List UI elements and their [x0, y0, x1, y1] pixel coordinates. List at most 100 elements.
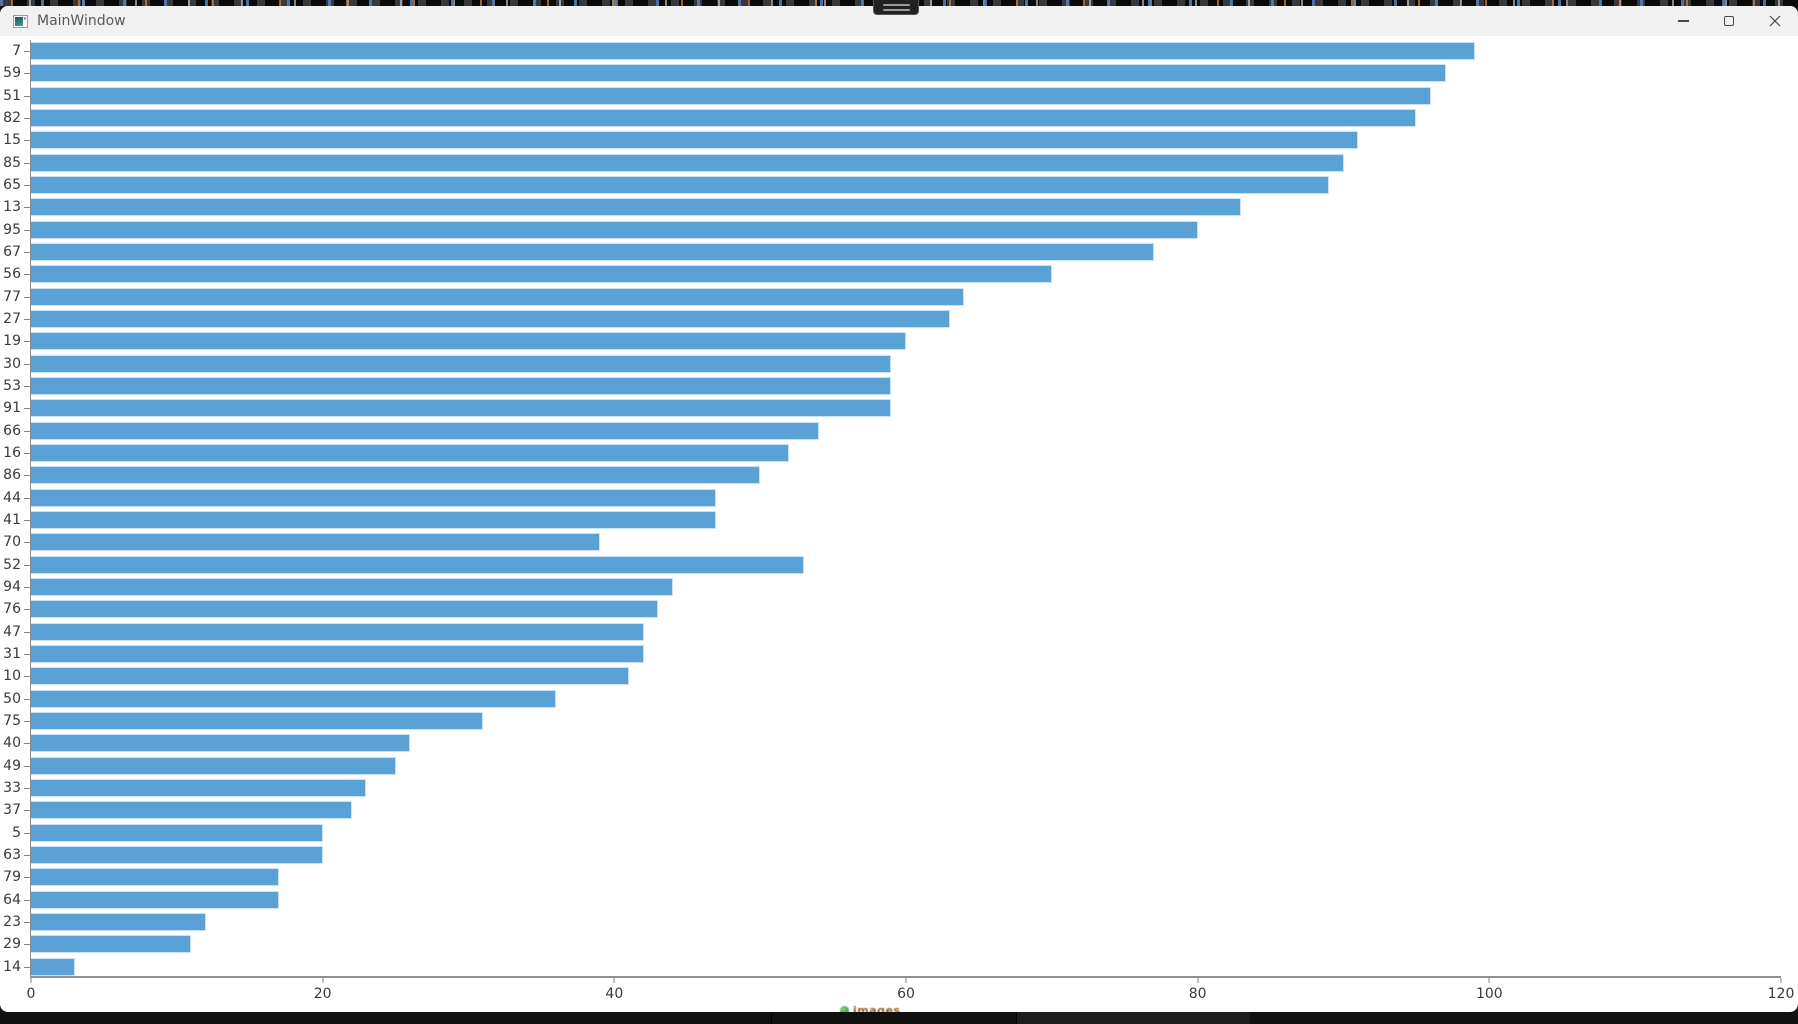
- x-tick-label: 100: [1475, 986, 1503, 1002]
- bar: [31, 712, 484, 731]
- y-tick-label: 41: [3, 512, 21, 529]
- bar: [31, 64, 1446, 83]
- bar-row: 79: [3, 866, 1781, 888]
- bar: [31, 354, 892, 373]
- y-tick-label: 33: [3, 780, 21, 797]
- x-tick-label: 20: [313, 986, 332, 1002]
- y-tick-mark: [24, 855, 30, 857]
- bar: [31, 645, 644, 664]
- bar-row: 66: [3, 420, 1781, 442]
- y-tick-label: 65: [3, 177, 21, 194]
- y-tick-mark: [24, 363, 30, 365]
- x-tick-mark: [905, 978, 907, 983]
- y-tick-mark: [24, 118, 30, 120]
- bar: [31, 533, 600, 552]
- bar: [31, 287, 965, 306]
- bar-row: 63: [3, 844, 1781, 866]
- bar-row: 23: [3, 911, 1781, 933]
- bar-row: 75: [3, 710, 1781, 732]
- y-tick-label: 50: [3, 690, 21, 707]
- y-tick-label: 77: [3, 288, 21, 305]
- minimize-button[interactable]: [1660, 6, 1706, 36]
- y-tick-mark: [24, 185, 30, 187]
- window-title: MainWindow: [37, 13, 126, 29]
- y-tick-label: 23: [3, 914, 21, 931]
- y-tick-label: 56: [3, 266, 21, 283]
- y-tick-mark: [24, 274, 30, 276]
- y-tick-mark: [24, 810, 30, 812]
- app-window-icon: [13, 14, 28, 28]
- bar-row: 49: [3, 755, 1781, 777]
- y-tick-label: 86: [3, 467, 21, 484]
- bar-row: 37: [3, 799, 1781, 821]
- bar-row: 40: [3, 732, 1781, 754]
- y-tick-label: 67: [3, 244, 21, 261]
- screen-share-grip[interactable]: [873, 0, 919, 15]
- bar: [31, 198, 1242, 217]
- bar: [31, 243, 1154, 262]
- y-tick-mark: [24, 631, 30, 633]
- grip-line-icon: [882, 3, 910, 6]
- bar-row: 85: [3, 152, 1781, 174]
- y-tick-label: 15: [3, 132, 21, 149]
- maximize-button[interactable]: [1706, 6, 1752, 36]
- bar-row: 33: [3, 777, 1781, 799]
- bar: [31, 935, 192, 954]
- bar-row: 30: [3, 353, 1781, 375]
- y-tick-mark: [24, 877, 30, 879]
- y-tick-mark: [24, 944, 30, 946]
- bar: [31, 890, 279, 909]
- y-tick-mark: [24, 922, 30, 924]
- x-tick-mark: [30, 978, 32, 983]
- y-tick-mark: [24, 765, 30, 767]
- bar: [31, 511, 717, 530]
- y-tick-label: 82: [3, 110, 21, 127]
- bar: [31, 153, 1344, 172]
- bar: [31, 555, 804, 574]
- bar-row: 47: [3, 621, 1781, 643]
- y-tick-mark: [24, 966, 30, 968]
- y-tick-mark: [24, 475, 30, 477]
- x-tick-label: 120: [1767, 986, 1795, 1002]
- x-tick-mark: [1780, 978, 1782, 983]
- bar: [31, 444, 790, 463]
- y-tick-mark: [24, 51, 30, 53]
- y-tick-mark: [24, 341, 30, 343]
- bar: [31, 220, 1198, 239]
- y-tick-mark: [24, 542, 30, 544]
- y-tick-label: 64: [3, 891, 21, 908]
- y-tick-label: 13: [3, 199, 21, 216]
- y-tick-label: 53: [3, 378, 21, 395]
- bar-row: 7: [12, 40, 1781, 62]
- bar-row: 51: [3, 85, 1781, 107]
- bar-row: 82: [3, 107, 1781, 129]
- y-tick-label: 63: [3, 847, 21, 864]
- y-tick-mark: [24, 587, 30, 589]
- bar: [31, 957, 75, 976]
- y-tick-label: 37: [3, 802, 21, 819]
- y-tick-mark: [24, 453, 30, 455]
- y-tick-mark: [24, 721, 30, 723]
- bar: [31, 488, 717, 507]
- bar: [31, 600, 659, 619]
- y-tick-label: 76: [3, 601, 21, 618]
- bar: [31, 779, 367, 798]
- bar: [31, 823, 323, 842]
- close-button[interactable]: [1752, 6, 1798, 36]
- bar-row: 14: [3, 956, 1781, 978]
- y-tick-label: 52: [3, 556, 21, 573]
- bar-row: 15: [3, 129, 1781, 151]
- x-tick-label: 60: [897, 986, 915, 1002]
- y-tick-label: 66: [3, 422, 21, 439]
- bar: [31, 109, 1417, 128]
- y-tick-label: 49: [3, 757, 21, 774]
- bar-row: 44: [3, 487, 1781, 509]
- barh-chart-plot-area: 0 20 40 60 80 100 120 7 59 51 82 15 85 65 13 95 67 56 77 2…: [3, 40, 1794, 1002]
- main-window: MainWindow 0 20 40 60 80 100 120 7 59 51 82 15 85 65…: [0, 6, 1798, 1012]
- y-tick-mark: [24, 162, 30, 164]
- y-tick-mark: [24, 564, 30, 566]
- y-tick-label: 59: [3, 65, 21, 82]
- app-icon-notch: [24, 16, 26, 20]
- bar-row: 29: [3, 933, 1781, 955]
- y-tick-mark: [24, 430, 30, 432]
